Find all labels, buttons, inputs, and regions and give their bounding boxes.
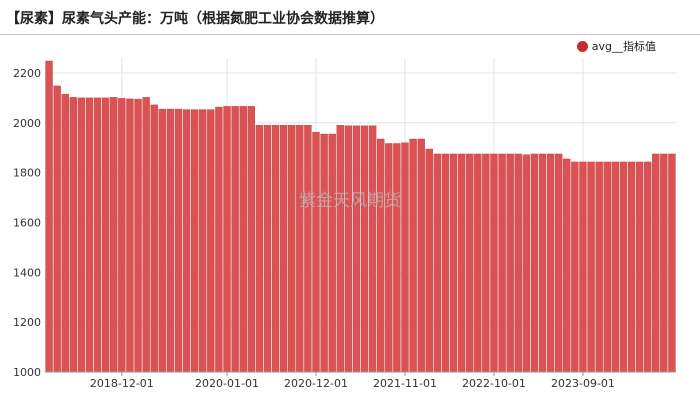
chart-title: 【尿素】尿素气头产能：万吨（根据氮肥工业协会数据推算） [6, 11, 384, 27]
bar [571, 161, 579, 373]
bar [271, 125, 280, 373]
bar [385, 143, 393, 373]
bar [215, 106, 223, 373]
bar [53, 85, 61, 373]
bar [166, 108, 175, 373]
bar [619, 161, 628, 373]
bar [158, 108, 166, 373]
bar [85, 97, 94, 373]
legend-label: avg__指标值 [591, 40, 656, 53]
bar [538, 153, 547, 373]
bar [304, 125, 312, 373]
bar [506, 153, 514, 373]
bar [312, 132, 320, 373]
x-tick-label: 2021-11-01 [373, 377, 437, 390]
bar [207, 109, 215, 373]
bar [223, 106, 231, 373]
bar [603, 161, 611, 373]
bar [69, 97, 77, 373]
x-tick-label: 2020-12-01 [284, 377, 348, 390]
bar [77, 97, 86, 373]
bar [449, 153, 458, 373]
y-tick-label: 1800 [13, 167, 41, 180]
bar [190, 109, 199, 373]
y-tick-label: 1000 [13, 366, 41, 379]
bar [126, 98, 134, 373]
bar [320, 133, 328, 373]
bar [118, 98, 126, 373]
bar [368, 125, 377, 373]
x-tick-label: 2023-09-01 [551, 377, 615, 390]
bar [579, 161, 587, 373]
bar [644, 161, 652, 373]
bar [611, 161, 620, 373]
legend-swatch-icon [576, 40, 588, 52]
bar [555, 153, 563, 373]
bar [393, 143, 401, 373]
bar [595, 161, 603, 373]
bar [466, 153, 474, 373]
bar [150, 104, 158, 373]
watermark: 紫金天风期货 [299, 191, 401, 211]
bar [409, 138, 417, 373]
y-tick-label: 2000 [13, 117, 41, 130]
bar [328, 133, 336, 373]
y-tick-label: 1400 [13, 266, 41, 279]
bar [377, 138, 385, 373]
bar [660, 153, 668, 373]
bar [110, 97, 118, 373]
bar [239, 106, 247, 373]
bar [263, 125, 272, 373]
bar [360, 125, 369, 373]
bar [498, 153, 506, 373]
bar [101, 97, 110, 373]
bar [563, 158, 571, 373]
bar [288, 125, 296, 373]
bar [522, 154, 531, 373]
bar [514, 153, 522, 373]
y-tick-label: 1200 [13, 316, 41, 329]
bar [247, 106, 255, 373]
bar [134, 98, 142, 373]
bar [635, 161, 644, 373]
title-divider [0, 34, 700, 35]
bar [296, 125, 304, 373]
bar [174, 108, 183, 373]
bar [45, 60, 53, 373]
x-tick-label: 2020-01-01 [195, 377, 259, 390]
bar [546, 153, 555, 373]
legend[interactable]: avg__指标值 [576, 38, 656, 54]
bar [401, 142, 409, 373]
bar [344, 125, 353, 373]
bar [182, 109, 191, 373]
bar [231, 106, 239, 373]
bar [93, 97, 102, 373]
bar [457, 153, 466, 373]
bar [474, 153, 482, 373]
bar [199, 109, 207, 373]
bar [425, 148, 433, 373]
bar [530, 153, 539, 373]
y-tick-label: 2200 [13, 67, 41, 80]
bar [652, 153, 660, 373]
y-tick-label: 1600 [13, 216, 41, 229]
bar [142, 97, 150, 373]
bar [433, 153, 442, 373]
bar [490, 153, 498, 373]
bar [352, 125, 361, 373]
x-tick-label: 2018-12-01 [90, 377, 154, 390]
bar [587, 161, 595, 373]
bar [61, 93, 69, 373]
x-tick-label: 2022-10-01 [462, 377, 526, 390]
bar [482, 153, 490, 373]
bar [255, 125, 264, 373]
bar [279, 125, 288, 373]
bar [627, 161, 636, 373]
bar [336, 125, 344, 373]
bar [668, 153, 676, 373]
bar [417, 138, 425, 373]
bar [441, 153, 450, 373]
